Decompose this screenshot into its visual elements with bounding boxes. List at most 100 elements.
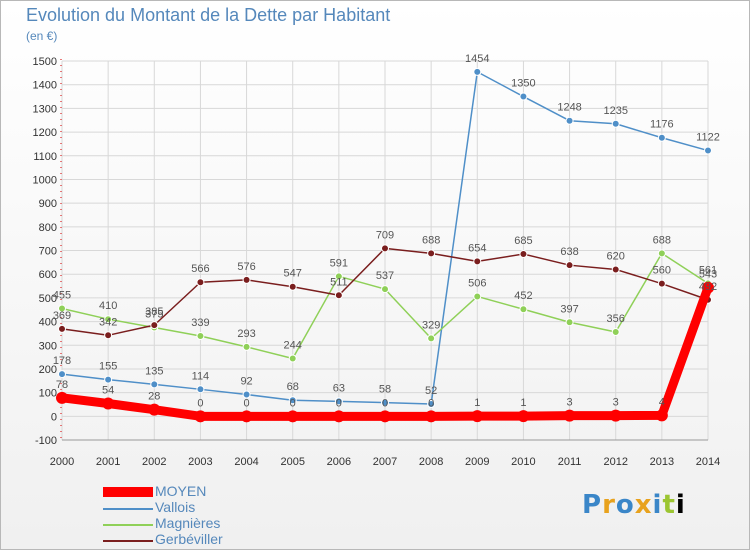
data-point bbox=[148, 403, 161, 416]
label-layer: 78 54 28 0 0 0 0 0 0 1 1 3 3 4 543 178 155 135 114 92 68 63 58… bbox=[53, 53, 720, 409]
data-label: 114 bbox=[192, 370, 210, 382]
y-tick-label: 1300 bbox=[33, 103, 57, 115]
data-label: 455 bbox=[53, 290, 71, 302]
data-point bbox=[471, 410, 484, 423]
axis-layer: -100010020030040050060070080090010001100… bbox=[33, 56, 721, 468]
data-label: 685 bbox=[514, 235, 532, 247]
data-point bbox=[56, 391, 68, 404]
data-point bbox=[611, 265, 620, 274]
x-tick-label: 2014 bbox=[696, 456, 720, 468]
data-point bbox=[288, 354, 297, 363]
data-point bbox=[519, 305, 528, 314]
y-tick-label: 1200 bbox=[33, 127, 57, 139]
data-label: 385 bbox=[145, 306, 163, 318]
data-label: 452 bbox=[514, 290, 532, 302]
data-label: 561 bbox=[699, 264, 717, 276]
data-label: 375 bbox=[145, 308, 163, 320]
data-point bbox=[196, 385, 205, 394]
legend-swatch-moyen bbox=[103, 487, 153, 497]
grid-layer bbox=[61, 60, 709, 441]
data-label: 537 bbox=[376, 270, 394, 282]
data-point bbox=[425, 410, 438, 423]
data-point bbox=[196, 332, 205, 341]
data-point bbox=[565, 116, 574, 125]
data-label: 591 bbox=[330, 257, 348, 269]
y-tick-label: 600 bbox=[39, 269, 57, 281]
data-label: 58 bbox=[379, 384, 391, 396]
x-tick-label: 2001 bbox=[96, 456, 120, 468]
data-label: 369 bbox=[53, 310, 71, 322]
data-label: 1248 bbox=[557, 102, 581, 114]
data-label: 397 bbox=[560, 303, 578, 315]
x-tick-label: 2011 bbox=[558, 456, 582, 468]
data-point bbox=[519, 92, 528, 101]
data-point bbox=[150, 321, 159, 330]
data-point bbox=[517, 410, 530, 423]
y-tick-label: -100 bbox=[35, 435, 57, 447]
data-point bbox=[611, 119, 620, 128]
y-tick-label: 1000 bbox=[33, 174, 57, 186]
legend-swatch-vallois bbox=[103, 508, 153, 510]
data-label: 0 bbox=[336, 397, 342, 409]
data-point bbox=[104, 331, 113, 340]
data-point bbox=[473, 292, 482, 301]
data-label: 688 bbox=[653, 234, 671, 246]
unit-label: (en €) bbox=[26, 29, 58, 43]
y-tick-label: 500 bbox=[39, 293, 57, 305]
data-point bbox=[519, 250, 528, 259]
data-point bbox=[427, 334, 436, 343]
data-point bbox=[381, 285, 389, 294]
y-tick-label: 1400 bbox=[33, 80, 57, 92]
data-point bbox=[240, 410, 253, 423]
data-point bbox=[58, 370, 66, 379]
legend-swatch-gerbeviller bbox=[103, 540, 153, 542]
data-point bbox=[334, 291, 343, 300]
legend-label-moyen: MOYEN bbox=[155, 483, 207, 499]
data-point bbox=[150, 380, 159, 389]
data-label: 244 bbox=[284, 340, 302, 352]
data-label: 410 bbox=[99, 300, 117, 312]
data-point bbox=[611, 327, 620, 336]
data-label: 0 bbox=[290, 397, 296, 409]
data-label: 654 bbox=[468, 242, 486, 254]
x-tick-label: 2010 bbox=[511, 456, 535, 468]
proxiti-logo: Proxiti bbox=[582, 490, 686, 520]
x-tick-label: 2006 bbox=[327, 456, 351, 468]
y-tick-label: 800 bbox=[39, 222, 57, 234]
data-label: 1454 bbox=[465, 53, 489, 65]
x-tick-label: 2007 bbox=[373, 456, 397, 468]
data-point bbox=[242, 390, 251, 399]
y-tick-label: 900 bbox=[39, 198, 57, 210]
data-label: 0 bbox=[382, 397, 388, 409]
data-label: 547 bbox=[284, 268, 302, 280]
data-label: 28 bbox=[148, 391, 160, 403]
data-point bbox=[381, 398, 389, 407]
data-label: 1176 bbox=[650, 119, 674, 131]
data-label: 1122 bbox=[696, 132, 720, 144]
data-label: 560 bbox=[653, 265, 671, 277]
data-point bbox=[427, 249, 436, 258]
y-tick-label: 0 bbox=[51, 411, 57, 423]
data-point bbox=[104, 375, 113, 384]
data-label: 63 bbox=[333, 382, 345, 394]
data-label: 178 bbox=[53, 355, 71, 367]
data-label: 342 bbox=[99, 316, 117, 328]
data-label: 1 bbox=[474, 397, 480, 409]
data-label: 492 bbox=[699, 281, 717, 293]
data-label: 566 bbox=[191, 263, 209, 275]
x-tick-label: 2008 bbox=[419, 456, 443, 468]
data-point bbox=[102, 397, 115, 410]
data-point bbox=[473, 67, 482, 76]
data-label: 1 bbox=[520, 397, 526, 409]
data-point bbox=[332, 410, 345, 423]
data-label: 4 bbox=[659, 396, 665, 408]
y-tick-label: 100 bbox=[39, 388, 57, 400]
legend-label-gerbeviller: Gerbéviller bbox=[155, 531, 223, 547]
data-label: 329 bbox=[422, 319, 440, 331]
x-tick-label: 2005 bbox=[280, 456, 304, 468]
data-point bbox=[657, 133, 666, 142]
data-point bbox=[286, 410, 299, 423]
y-tick-label: 300 bbox=[39, 340, 57, 352]
data-point bbox=[657, 249, 666, 258]
